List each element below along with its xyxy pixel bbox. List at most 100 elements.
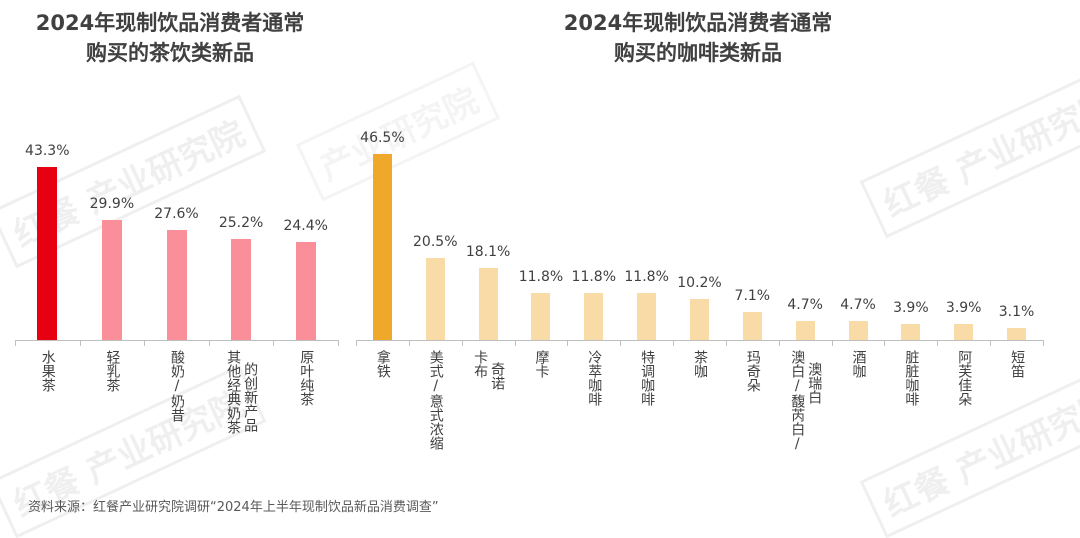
x-axis [15, 340, 338, 341]
category-label-line: 酸奶/奶昔 [169, 350, 185, 422]
bar-冷萃咖啡 [584, 292, 604, 340]
x-axis-tick [620, 340, 622, 346]
category-label: 茶咖 [692, 350, 722, 378]
x-axis-tick [15, 340, 16, 346]
category-label: 水果茶 [40, 350, 85, 392]
category-label-line: 原叶纯茶 [298, 350, 315, 406]
bar-摩卡 [531, 292, 551, 340]
x-axis [356, 340, 1043, 341]
bar-酸奶/奶昔 [166, 229, 187, 340]
bar-轻乳茶 [101, 220, 122, 340]
bar-澳白/馥芮白/澳瑞白 [795, 321, 815, 340]
data-label: 11.8% [624, 268, 669, 285]
chart-title-tea: 2024年现制饮品消费者通常 购买的茶饮类新品 [0, 8, 340, 68]
category-label: 冷萃咖啡 [586, 350, 646, 406]
x-axis-tick [338, 340, 339, 346]
x-axis-tick [408, 340, 410, 346]
data-label: 25.2% [218, 215, 264, 232]
bar-卡布奇诺 [478, 267, 498, 340]
category-label-line: 脏脏咖啡 [903, 350, 920, 406]
data-label: 20.5% [413, 234, 458, 250]
data-label: 3.9% [893, 300, 929, 317]
category-label: 轻乳茶 [104, 350, 149, 392]
category-label-line: 美式/意式浓缩 [427, 350, 444, 450]
category-label-line: 轻乳茶 [104, 350, 121, 392]
category-label: 脏脏咖啡 [903, 350, 963, 406]
bar-脏脏咖啡 [901, 324, 921, 340]
data-label: 43.3% [25, 142, 70, 159]
x-axis-tick [673, 340, 675, 346]
bar-美式/意式浓缩 [425, 258, 445, 340]
category-label-line: 卡布 [472, 350, 489, 378]
category-label-line: 酒咖 [850, 350, 867, 378]
bar-短笛 [1007, 327, 1027, 340]
data-label: 24.4% [283, 218, 328, 235]
category-label: 酒咖 [851, 350, 881, 378]
bar-玛奇朵 [742, 311, 762, 340]
bar-其他经典奶茶的创新产品 [231, 239, 252, 340]
category-label-line: 水果茶 [39, 350, 56, 392]
data-label: 4.7% [787, 297, 823, 314]
data-label: 7.1% [734, 287, 771, 304]
category-label: 原叶纯茶 [298, 350, 358, 406]
chart-title-coffee: 2024年现制饮品消费者通常 购买的咖啡类新品 [528, 8, 868, 68]
category-label-line: 奇诺 [489, 362, 506, 390]
category-label: 玛奇朵 [745, 350, 790, 392]
title-line: 购买的咖啡类新品 [614, 41, 782, 65]
x-axis-tick [514, 340, 516, 346]
x-axis-tick [725, 340, 727, 346]
category-label: 澳白/馥芮白/澳瑞白 [789, 350, 911, 452]
bar-水果茶 [37, 166, 58, 340]
bar-特调咖啡 [637, 292, 657, 340]
x-axis-tick [937, 340, 939, 346]
x-axis-tick [1043, 340, 1044, 346]
category-label-line: 阿芙佳朵 [956, 350, 973, 406]
category-label: 阿芙佳朵 [956, 350, 1016, 406]
data-label: 29.9% [89, 196, 135, 213]
category-label-line: 茶咖 [692, 350, 708, 378]
data-label: 3.1% [998, 303, 1035, 320]
category-label: 短笛 [1009, 350, 1039, 378]
category-label-line: 冷萃咖啡 [586, 350, 603, 406]
category-label: 其他经典奶茶 的创新产品 [225, 350, 392, 434]
data-label: 11.8% [571, 268, 617, 285]
category-label-line: 其他经典奶茶 [225, 350, 242, 434]
title-line: 购买的茶饮类新品 [86, 41, 254, 65]
title-line: 2024年现制饮品消费者通常 [35, 11, 305, 35]
data-label: 10.2% [677, 275, 722, 292]
category-label-line: 澳白/馥芮白/ [789, 350, 806, 452]
category-label: 特调咖啡 [639, 350, 699, 406]
x-axis-tick [356, 340, 357, 346]
x-axis-tick [144, 340, 146, 346]
bar-拿铁 [372, 154, 392, 340]
category-label: 卡布 奇诺 [472, 350, 534, 390]
bar-茶咖 [690, 299, 709, 340]
category-label-line: 拿铁 [374, 350, 391, 378]
data-label: 11.8% [518, 268, 564, 285]
category-label-line: 澳瑞白 [806, 362, 823, 404]
x-axis-tick [990, 340, 992, 346]
category-label: 拿铁 [375, 350, 405, 378]
category-label: 酸奶/奶昔 [169, 350, 229, 422]
category-label-line: 短笛 [1009, 350, 1026, 378]
title-line: 2024年现制饮品消费者通常 [563, 11, 833, 35]
data-label: 27.6% [154, 205, 199, 222]
x-axis-tick [461, 340, 463, 346]
bar-阿芙佳朵 [954, 324, 974, 340]
x-axis-tick [273, 340, 275, 346]
bar-原叶纯茶 [295, 242, 316, 340]
category-label: 美式/意式浓缩 [428, 350, 518, 450]
watermark: 红餐 产业研究院 [859, 64, 1080, 239]
data-label: 3.9% [945, 300, 982, 317]
category-label-line: 特调咖啡 [639, 350, 656, 406]
x-axis-tick [79, 340, 81, 346]
source-note: 资料来源：红餐产业研究院调研“2024年上半年现制饮品新品消费调查” [28, 500, 439, 515]
category-label-line: 摩卡 [533, 350, 550, 378]
category-label-line: 玛奇朵 [744, 350, 761, 392]
x-axis-tick [567, 340, 569, 346]
x-axis-tick [208, 340, 210, 346]
data-label: 46.5% [360, 130, 405, 146]
category-label-line: 的创新产品 [242, 362, 259, 432]
x-axis-tick [778, 340, 780, 346]
category-label: 摩卡 [533, 350, 563, 378]
